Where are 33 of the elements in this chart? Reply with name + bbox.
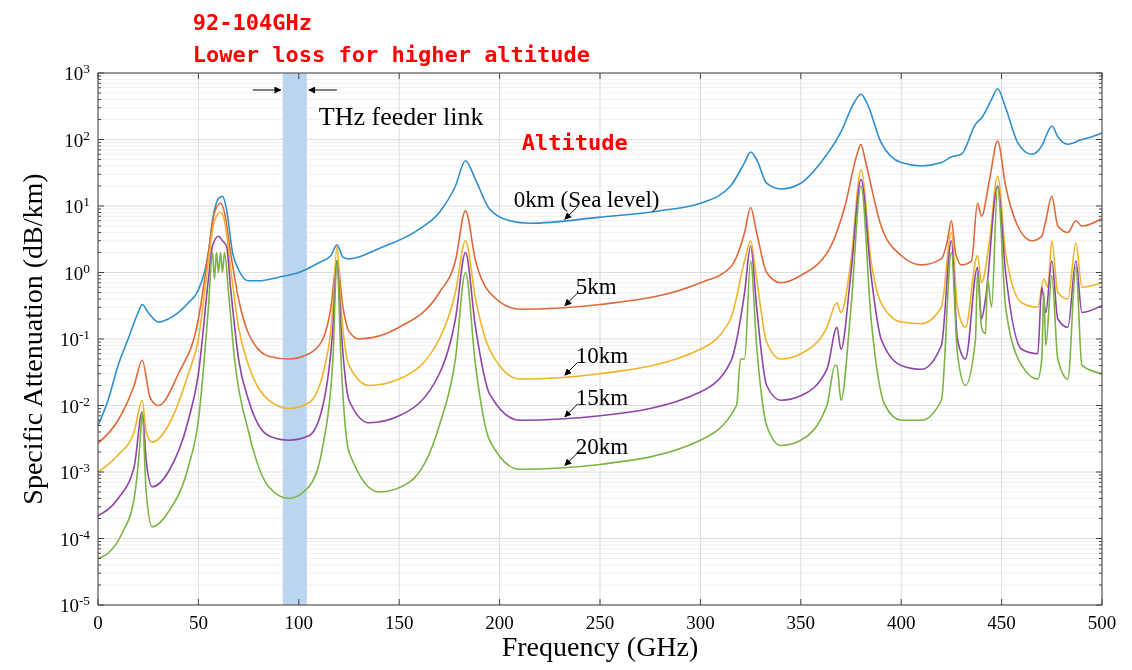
series-label: 20km [575,433,629,459]
y-tick-label: 10$^{-2}$ [59,393,90,417]
y-tick-label: 10$^{3}$ [64,60,91,84]
series-label: 10km [575,343,629,369]
x-axis-title: Frequency (GHz) [501,631,699,662]
y-tick-label: 10$^{2}$ [64,127,90,151]
band-label: THz feeder link [318,102,484,131]
legend-title: Altitude [521,130,628,156]
x-tick-label: 150 [384,612,414,633]
y-tick-label: 10$^{-4}$ [59,526,91,550]
y-axis-title: Specific Attenuation (dB/km) [17,173,48,505]
series-label: 0km (Sea level) [513,187,660,213]
x-tick-label: 0 [93,612,103,633]
x-tick-label: 300 [686,612,715,633]
x-tick-label: 350 [786,612,816,633]
text: Lower loss for higher altitude [192,42,591,67]
y-tick-label: 10$^{-1}$ [59,326,90,350]
x-tick-label: 250 [585,612,615,633]
x-tick-label: 50 [188,612,208,633]
line-series [97,169,1103,473]
x-tick-label: 500 [1087,612,1117,633]
x-tick-label: 400 [886,612,916,633]
x-tick-label: 100 [284,612,314,633]
x-tick-label: 200 [485,612,514,633]
y-tick-label: 10$^{-5}$ [59,592,91,616]
y-tick-label: 10$^{0}$ [64,260,91,284]
series-label: 5km [575,273,617,299]
line-series [97,87,1103,427]
y-tick-label: 10$^{-3}$ [59,459,91,483]
x-tick-label: 450 [987,612,1016,633]
text: 92-104GHz [192,10,312,35]
series-label: 15km [575,384,629,410]
y-tick-label: 10$^{1}$ [64,193,90,217]
